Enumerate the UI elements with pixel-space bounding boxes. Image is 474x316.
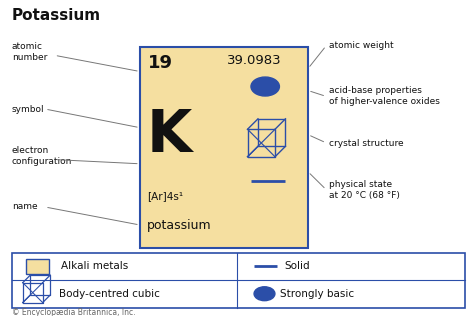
FancyBboxPatch shape xyxy=(26,259,49,274)
Circle shape xyxy=(254,287,275,301)
Text: acid-base properties
of higher-valence oxides: acid-base properties of higher-valence o… xyxy=(329,86,440,106)
Text: Strongly basic: Strongly basic xyxy=(280,289,354,299)
Text: 39.0983: 39.0983 xyxy=(228,54,282,67)
Text: atomic weight: atomic weight xyxy=(329,41,394,50)
FancyBboxPatch shape xyxy=(140,47,308,248)
Text: physical state
at 20 °C (68 °F): physical state at 20 °C (68 °F) xyxy=(329,179,401,200)
FancyBboxPatch shape xyxy=(12,253,465,308)
Text: atomic
number: atomic number xyxy=(12,42,47,62)
Text: potassium: potassium xyxy=(147,220,211,233)
Text: [Ar]4s¹: [Ar]4s¹ xyxy=(147,191,183,201)
Text: crystal structure: crystal structure xyxy=(329,139,404,148)
Text: Alkali metals: Alkali metals xyxy=(61,261,128,271)
Text: © Encyclopædia Britannica, Inc.: © Encyclopædia Britannica, Inc. xyxy=(12,308,136,316)
Text: Body-centred cubic: Body-centred cubic xyxy=(59,289,160,299)
Text: Potassium: Potassium xyxy=(12,8,101,23)
Text: symbol: symbol xyxy=(12,105,45,113)
Text: electron
configuration: electron configuration xyxy=(12,146,72,167)
Text: name: name xyxy=(12,203,37,211)
Text: 19: 19 xyxy=(148,54,173,72)
Text: Solid: Solid xyxy=(284,261,310,271)
Circle shape xyxy=(251,77,279,96)
Text: K: K xyxy=(147,107,192,164)
